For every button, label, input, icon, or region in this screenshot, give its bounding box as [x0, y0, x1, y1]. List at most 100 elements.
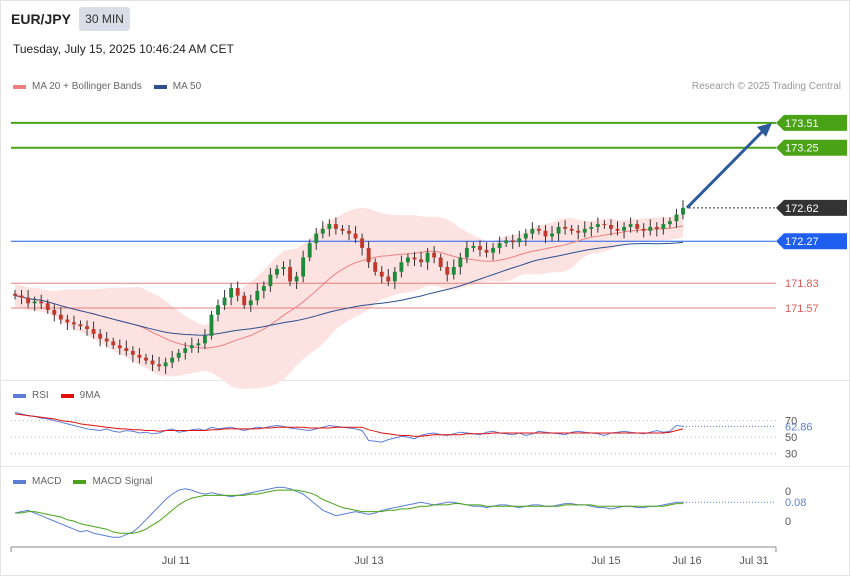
- candle-body: [674, 214, 679, 222]
- candle-body: [458, 257, 463, 268]
- chart-header: EUR/JPY 30 MIN Tuesday, July 15, 2025 10…: [0, 0, 850, 70]
- candle-body: [45, 303, 50, 310]
- x-tick-label: Jul 16: [672, 555, 701, 567]
- candle-body: [530, 228, 535, 234]
- rsi-9ma-line: [14, 413, 684, 437]
- rsi-legend: RSI 9MA: [13, 390, 112, 401]
- candle-body: [104, 338, 109, 342]
- candle-body: [517, 238, 522, 243]
- candle-body: [26, 297, 31, 304]
- candle-body: [98, 333, 103, 339]
- candle-body: [478, 246, 482, 250]
- candle-body: [52, 309, 57, 315]
- candle-body: [667, 221, 672, 225]
- legend-label-ma20: MA 20 + Bollinger Bands: [32, 81, 142, 92]
- candle-body: [471, 246, 476, 248]
- candle-body: [392, 271, 397, 282]
- legend-item-ma50: MA 50: [153, 81, 202, 92]
- symbol-title: EUR/JPY: [11, 11, 71, 27]
- candle-body: [137, 354, 142, 358]
- level-label-171.83: 171.83: [785, 278, 819, 290]
- candle-body: [248, 300, 253, 306]
- legend-swatch-ma50: [153, 84, 167, 89]
- level-tag-172.27: [776, 233, 847, 250]
- candle-body: [117, 345, 122, 349]
- rsi-panel: 70 50 30 62.86: [11, 411, 813, 461]
- candle-body: [91, 329, 96, 334]
- x-tick-label: Jul 11: [162, 555, 191, 567]
- candle-body: [451, 267, 456, 275]
- candle-body: [261, 286, 266, 291]
- candle-body: [58, 314, 63, 320]
- candle-body: [412, 257, 417, 260]
- candle-body: [144, 357, 148, 361]
- candle-body: [32, 301, 37, 304]
- candle-body: [425, 252, 430, 263]
- candle-body: [85, 326, 89, 330]
- candle-body: [563, 226, 568, 229]
- candle-body: [202, 335, 207, 344]
- x-tick-label: Jul 15: [591, 555, 620, 567]
- candle-body: [314, 233, 319, 244]
- candle-body: [641, 228, 646, 231]
- candle-body: [183, 348, 188, 353]
- candle-body: [71, 322, 76, 325]
- legend-label-macd-signal: MACD Signal: [92, 476, 153, 487]
- candle-body: [333, 224, 338, 229]
- forecast-arrow-shaft: [685, 128, 766, 209]
- candle-body: [464, 247, 469, 258]
- candle-body: [635, 224, 640, 229]
- candle-body: [163, 362, 168, 367]
- forecast-arrow-head: [757, 122, 772, 137]
- legend-item-macd-signal: MACD Signal: [73, 476, 152, 487]
- rsi-last-value: 62.86: [785, 421, 813, 433]
- candle-body: [373, 262, 378, 272]
- candle-body: [556, 226, 561, 234]
- candle-body: [13, 293, 17, 296]
- candle-body: [405, 257, 410, 263]
- bollinger-band: [15, 207, 683, 389]
- candle-body: [353, 233, 358, 239]
- candle-body: [654, 226, 659, 229]
- candle-body: [622, 226, 627, 231]
- macd-panel: 000.08: [14, 486, 806, 538]
- candle-body: [491, 247, 496, 253]
- legend-swatch-macd: [13, 479, 26, 484]
- ma50-line: [14, 241, 684, 336]
- candle-body: [65, 319, 70, 323]
- candle-body: [307, 243, 312, 258]
- candle-body: [576, 230, 581, 233]
- candle-body: [19, 295, 24, 298]
- candle-body: [222, 297, 227, 306]
- candle-body: [497, 243, 502, 248]
- candle-body: [399, 262, 404, 272]
- macd-signal-line: [15, 489, 683, 534]
- candle-body: [130, 351, 135, 355]
- timeframe-button[interactable]: 30 MIN: [79, 7, 130, 31]
- legend-label-rsi: RSI: [32, 390, 49, 401]
- candle-body: [229, 288, 234, 298]
- level-label-172.27: 172.27: [785, 236, 819, 248]
- candle-body: [504, 240, 509, 244]
- candle-body: [523, 233, 528, 239]
- candle-body: [536, 228, 541, 231]
- x-tick-label: Jul 31: [739, 555, 768, 567]
- candle-body: [235, 288, 240, 296]
- candle-body: [379, 271, 384, 277]
- candle-body: [550, 233, 554, 237]
- level-label-173.51: 173.51: [785, 118, 819, 130]
- candle-body: [124, 348, 129, 352]
- candle-body: [255, 290, 260, 301]
- candle-body: [340, 228, 345, 231]
- level-tag-173.51: [776, 114, 847, 131]
- legend-swatch-9ma: [60, 393, 74, 398]
- candle-body: [288, 267, 293, 282]
- legend-label-ma50: MA 50: [172, 81, 202, 92]
- level-label-172.62: 172.62: [785, 203, 819, 215]
- candle-body: [648, 226, 653, 231]
- x-tick-label: Jul 13: [354, 555, 383, 567]
- level-label-171.57: 171.57: [785, 303, 819, 315]
- candle-body: [176, 352, 181, 358]
- candle-body: [347, 230, 351, 234]
